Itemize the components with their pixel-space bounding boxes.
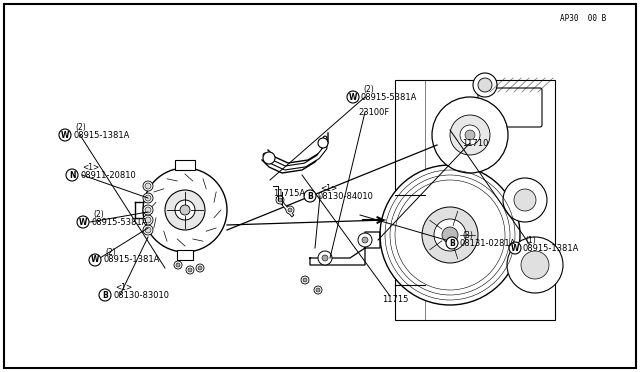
Circle shape — [145, 183, 151, 189]
Text: W: W — [61, 131, 69, 140]
Text: AP30  00 B: AP30 00 B — [560, 13, 606, 22]
Circle shape — [434, 219, 466, 251]
Circle shape — [286, 206, 294, 214]
Circle shape — [176, 263, 180, 267]
Text: 08131-0281A: 08131-0281A — [460, 238, 516, 247]
Polygon shape — [310, 232, 380, 265]
Circle shape — [347, 91, 359, 103]
Circle shape — [89, 254, 101, 266]
Circle shape — [465, 130, 475, 140]
Text: (2): (2) — [363, 84, 374, 93]
Text: 08130-84010: 08130-84010 — [318, 192, 374, 201]
Text: 23100F: 23100F — [358, 108, 389, 116]
Circle shape — [143, 225, 153, 235]
Circle shape — [521, 251, 549, 279]
Text: B: B — [449, 238, 455, 247]
Text: 08915-1381A: 08915-1381A — [73, 131, 129, 140]
Circle shape — [198, 266, 202, 270]
Circle shape — [503, 178, 547, 222]
Circle shape — [318, 251, 332, 265]
Text: N: N — [68, 170, 76, 180]
Circle shape — [145, 217, 151, 223]
Circle shape — [460, 125, 480, 145]
Text: (2): (2) — [105, 247, 116, 257]
Text: W: W — [349, 93, 357, 102]
FancyBboxPatch shape — [175, 160, 195, 170]
Circle shape — [143, 193, 153, 203]
Circle shape — [165, 190, 205, 230]
Circle shape — [304, 190, 316, 202]
Text: (3): (3) — [462, 231, 473, 240]
FancyBboxPatch shape — [177, 250, 193, 260]
FancyBboxPatch shape — [478, 88, 542, 127]
Text: W: W — [91, 256, 99, 264]
Circle shape — [422, 207, 478, 263]
Circle shape — [276, 196, 284, 204]
Circle shape — [188, 268, 192, 272]
Polygon shape — [395, 80, 555, 320]
Circle shape — [278, 198, 282, 202]
Circle shape — [314, 286, 322, 294]
Circle shape — [143, 215, 153, 225]
Circle shape — [186, 266, 194, 274]
Circle shape — [432, 97, 508, 173]
Circle shape — [180, 205, 190, 215]
Circle shape — [316, 288, 320, 292]
Circle shape — [263, 152, 275, 164]
Text: 08130-83010: 08130-83010 — [113, 291, 169, 299]
Circle shape — [507, 237, 563, 293]
Text: (2): (2) — [93, 209, 104, 218]
Circle shape — [196, 264, 204, 272]
Circle shape — [509, 242, 521, 254]
Circle shape — [450, 115, 490, 155]
Circle shape — [143, 181, 153, 191]
Circle shape — [175, 200, 195, 220]
Circle shape — [301, 276, 309, 284]
Circle shape — [318, 138, 328, 148]
Text: 11710: 11710 — [462, 138, 488, 148]
Circle shape — [145, 207, 151, 213]
Text: 08911-20810: 08911-20810 — [80, 170, 136, 180]
Circle shape — [99, 289, 111, 301]
Text: (2): (2) — [75, 122, 86, 131]
Text: 08915-5381A: 08915-5381A — [361, 93, 417, 102]
Circle shape — [446, 237, 458, 249]
Text: <1>: <1> — [320, 183, 337, 192]
Text: <1>: <1> — [82, 163, 99, 171]
Circle shape — [362, 237, 368, 243]
Text: (1): (1) — [525, 235, 536, 244]
Circle shape — [145, 195, 151, 201]
Circle shape — [66, 169, 78, 181]
Text: B: B — [102, 291, 108, 299]
Text: 11715: 11715 — [382, 295, 408, 305]
Text: <1>: <1> — [115, 282, 132, 292]
Circle shape — [358, 233, 372, 247]
Circle shape — [143, 205, 153, 215]
Text: 08915-5381A: 08915-5381A — [91, 218, 147, 227]
Circle shape — [473, 73, 497, 97]
Text: 11715A: 11715A — [273, 189, 305, 198]
Circle shape — [59, 129, 71, 141]
Circle shape — [478, 78, 492, 92]
Circle shape — [145, 227, 151, 233]
Circle shape — [143, 168, 227, 252]
Text: W: W — [511, 244, 519, 253]
Circle shape — [174, 261, 182, 269]
Text: 08915-1381A: 08915-1381A — [103, 256, 159, 264]
Circle shape — [303, 278, 307, 282]
Text: W: W — [79, 218, 87, 227]
Circle shape — [442, 227, 458, 243]
Circle shape — [322, 255, 328, 261]
Circle shape — [77, 216, 89, 228]
Circle shape — [514, 189, 536, 211]
Text: 08915-1381A: 08915-1381A — [523, 244, 579, 253]
Text: B: B — [307, 192, 313, 201]
Circle shape — [380, 165, 520, 305]
Circle shape — [288, 208, 292, 212]
